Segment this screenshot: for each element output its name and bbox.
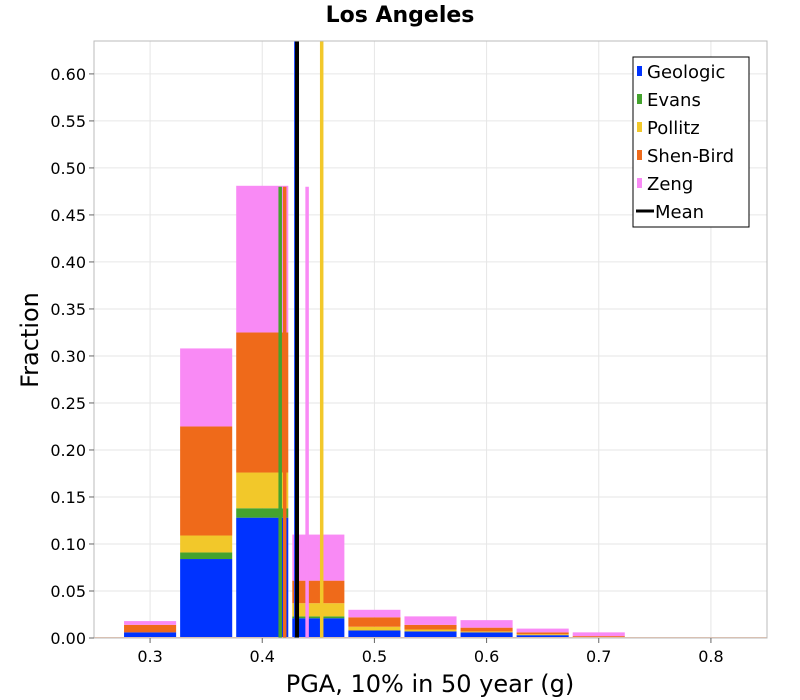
y-tick-label-2: 0.10 [50,535,86,554]
bar-shen-bird-4 [348,617,401,627]
x-tick-label-4: 0.7 [586,647,611,666]
bar-zeng-8 [572,632,625,637]
chart-title: Los Angeles [326,3,475,28]
x-axis-label: PGA, 10% in 50 year (g) [286,670,575,698]
legend-swatch-geologic [637,66,642,76]
y-axis-label: Fraction [16,292,44,388]
bar-shen-bird-6 [460,627,513,632]
legend-label-geologic: Geologic [647,62,725,83]
bar-evans-1 [180,552,233,560]
bar-evans-2 [236,508,289,518]
y-tick-label-0: 0.00 [50,629,86,648]
y-tick-label-3: 0.15 [50,488,86,507]
legend-swatch-shen-bird [637,150,642,160]
bar-zeng-7 [516,628,569,633]
y-tick-label-12: 0.60 [50,65,86,84]
bar-geologic-5 [404,631,457,638]
bar-pollitz-6 [460,631,513,633]
bar-geologic-6 [460,632,513,638]
legend-swatch-evans [637,94,642,104]
y-tick-label-7: 0.35 [50,300,86,319]
bar-zeng-5 [404,616,457,625]
legend-swatch-mean [636,209,654,213]
x-tick-label-3: 0.6 [474,647,499,666]
y-tick-label-4: 0.20 [50,441,86,460]
x-tick-label-1: 0.4 [250,647,275,666]
y-tick-label-6: 0.30 [50,347,86,366]
x-tick-label-5: 0.8 [698,647,723,666]
bar-pollitz-5 [404,629,457,632]
bar-zeng-4 [348,609,401,618]
bar-geologic-7 [516,635,569,638]
bar-shen-bird-5 [404,624,457,630]
bar-geologic-4 [348,630,401,638]
y-tick-label-10: 0.50 [50,159,86,178]
legend-label-mean: Mean [655,202,704,223]
bar-pollitz-4 [348,626,401,631]
bar-shen-bird-0 [124,624,177,633]
bar-pollitz-7 [516,634,569,636]
bar-shen-bird-7 [516,632,569,635]
bar-zeng-3 [292,534,345,581]
legend-label-pollitz: Pollitz [647,118,700,139]
y-tick-label-11: 0.55 [50,112,86,131]
bar-pollitz-1 [180,535,233,553]
bar-zeng-6 [460,620,513,628]
bar-geologic-0 [124,632,177,638]
y-tick-label-9: 0.45 [50,206,86,225]
legend-label-zeng: Zeng [647,174,693,195]
bar-pollitz-3 [292,603,345,617]
plot-area: 0.00 0.05 0.10 0.15 0.20 0.25 0.30 0.35 0.40 0.45… [50,40,768,666]
bar-shen-bird-3 [292,580,345,604]
bar-evans-3 [292,616,345,619]
bar-shen-bird-8 [572,636,625,638]
bar-geologic-3 [292,618,345,638]
legend-label-evans: Evans [647,90,701,111]
y-tick-label-5: 0.25 [50,394,86,413]
bar-geologic-1 [180,559,233,638]
legend-swatch-zeng [637,178,642,188]
y-tick-label-8: 0.40 [50,253,86,272]
plot-border [93,40,768,639]
bar-zeng-0 [124,621,177,625]
x-tick-label-0: 0.3 [137,647,162,666]
y-tick-label-1: 0.05 [50,582,86,601]
x-tick-label-2: 0.5 [362,647,387,666]
legend-label-shen-bird: Shen-Bird [647,146,734,167]
legend-swatch-pollitz [637,122,642,132]
legend-box [632,56,750,228]
bar-zeng-1 [180,348,233,427]
bar-shen-bird-1 [180,426,233,536]
